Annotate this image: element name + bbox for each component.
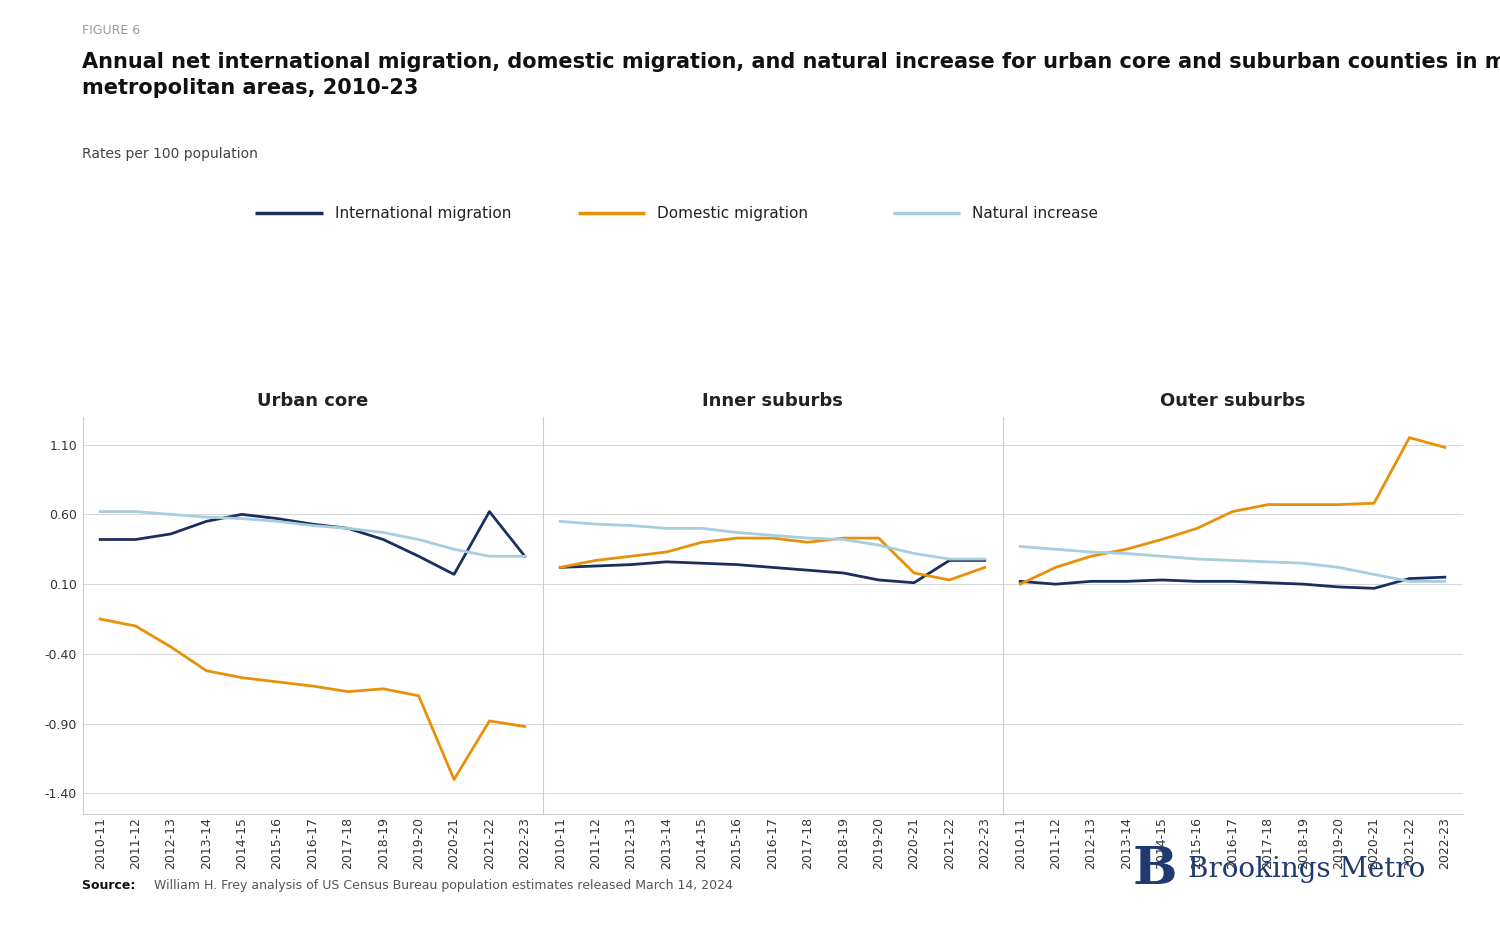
Text: B: B	[1132, 844, 1178, 895]
Text: Annual net international migration, domestic migration, and natural increase for: Annual net international migration, dome…	[82, 52, 1500, 98]
Text: FIGURE 6: FIGURE 6	[82, 24, 141, 37]
Text: Natural increase: Natural increase	[972, 205, 1098, 221]
Text: Rates per 100 population: Rates per 100 population	[82, 147, 258, 161]
Text: International migration: International migration	[334, 205, 512, 221]
Text: Source:: Source:	[82, 879, 141, 892]
Title: Urban core: Urban core	[256, 391, 368, 409]
Text: Domestic migration: Domestic migration	[657, 205, 808, 221]
Title: Outer suburbs: Outer suburbs	[1160, 391, 1305, 409]
Text: Brookings Metro: Brookings Metro	[1188, 856, 1425, 883]
Title: Inner suburbs: Inner suburbs	[702, 391, 843, 409]
Text: William H. Frey analysis of US Census Bureau population estimates released March: William H. Frey analysis of US Census Bu…	[154, 879, 734, 892]
